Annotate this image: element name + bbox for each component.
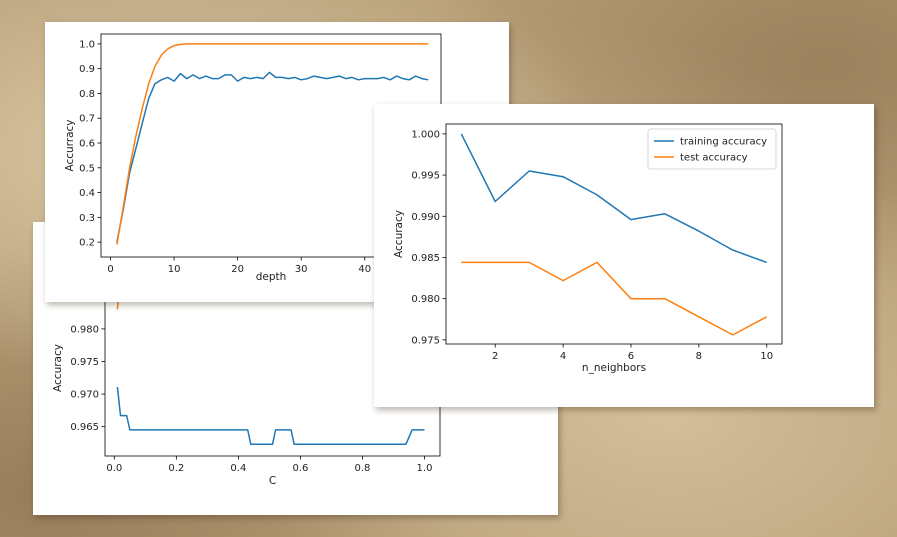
depth-chart-y-axis-label: Accurracy [64, 119, 76, 171]
c-chart-y-axis-label: Accuracy [52, 344, 64, 392]
depth-accuracy-chart: 0 10 20 30 40 0.2 0.3 0.4 0.5 0.6 0.7 0.8 0.9 1.0 dept… [64, 33, 442, 283]
c-chart-y-tick-label: 0.965 [70, 422, 99, 433]
depth-chart-series-0-line [116, 71, 429, 243]
knn-chart-y-tick-label: 0.990 [411, 212, 440, 223]
knn-chart-legend-label: test accuracy [680, 153, 748, 164]
knn-chart-x-tick-label: 4 [560, 351, 566, 362]
depth-chart-x-axis-label: depth [256, 271, 287, 283]
knn-chart-series-test-accuracy-line [461, 261, 768, 336]
c-chart-x-tick-label: 0.0 [106, 463, 122, 474]
depth-chart-x-tick-label: 0 [107, 264, 113, 275]
depth-chart-x-tick-label: 20 [231, 264, 244, 275]
knn-chart-y-tick-label: 0.980 [411, 294, 440, 305]
depth-chart-y-tick-label: 0.3 [79, 213, 95, 224]
knn-chart-x-tick-label: 2 [492, 351, 498, 362]
depth-chart-y-tick-label: 0.9 [79, 64, 95, 75]
c-chart-x-tick-label: 0.6 [292, 463, 308, 474]
depth-chart-x-tick-label: 40 [358, 264, 371, 275]
knn-chart-x-tick-label: 10 [760, 351, 773, 362]
c-chart-x-axis-label: C [269, 475, 276, 487]
knn-chart-x-tick-label: 8 [696, 351, 702, 362]
knn-chart-y-tick-label: 1.000 [411, 129, 440, 140]
c-chart-x-tick-label: 0.2 [168, 463, 184, 474]
knn-chart-legend: training accuracy test accuracy [647, 128, 777, 170]
depth-chart-series-1-line [116, 43, 429, 245]
n-neighbors-accuracy-chart-card: 2 4 6 8 10 0.975 0.980 0.985 0.990 0.995 1.000 n_ne… [374, 104, 874, 407]
depth-chart-x-tick-label: 10 [168, 264, 181, 275]
knn-chart-plot-frame [445, 123, 783, 345]
knn-chart-legend-label: training accuracy [680, 137, 767, 148]
depth-chart-y-tick-label: 0.8 [79, 89, 95, 100]
depth-chart-y-tick-label: 0.4 [79, 188, 95, 199]
c-chart-series-0-line [116, 386, 425, 446]
c-chart-y-tick-label: 0.975 [70, 357, 99, 368]
c-chart-x-tick-label: 1.0 [417, 463, 433, 474]
depth-chart-y-tick-label: 0.7 [79, 114, 95, 125]
knn-chart-x-axis-label: n_neighbors [582, 362, 646, 374]
c-chart-y-tick-label: 0.970 [70, 390, 99, 401]
depth-chart-y-tick-label: 0.6 [79, 139, 95, 150]
knn-chart-y-tick-label: 0.975 [411, 335, 440, 346]
depth-chart-y-tick-label: 1.0 [79, 39, 95, 50]
knn-chart-y-tick-label: 0.995 [411, 171, 440, 182]
c-chart-x-tick-label: 0.4 [230, 463, 246, 474]
depth-chart-y-tick-label: 0.5 [79, 163, 95, 174]
n-neighbors-accuracy-chart: 2 4 6 8 10 0.975 0.980 0.985 0.990 0.995 1.000 n_ne… [393, 123, 783, 374]
knn-chart-x-tick-label: 6 [628, 351, 634, 362]
knn-chart-series-training-accuracy-line [460, 133, 767, 264]
depth-chart-x-tick-label: 30 [295, 264, 308, 275]
c-chart-y-tick-label: 0.980 [70, 324, 99, 335]
depth-chart-y-tick-label: 0.2 [79, 238, 95, 249]
knn-chart-legend-box [647, 128, 777, 170]
c-chart-x-tick-label: 0.8 [355, 463, 371, 474]
knn-chart-y-axis-label: Accuracy [393, 210, 405, 258]
knn-chart-y-tick-label: 0.985 [411, 253, 440, 264]
